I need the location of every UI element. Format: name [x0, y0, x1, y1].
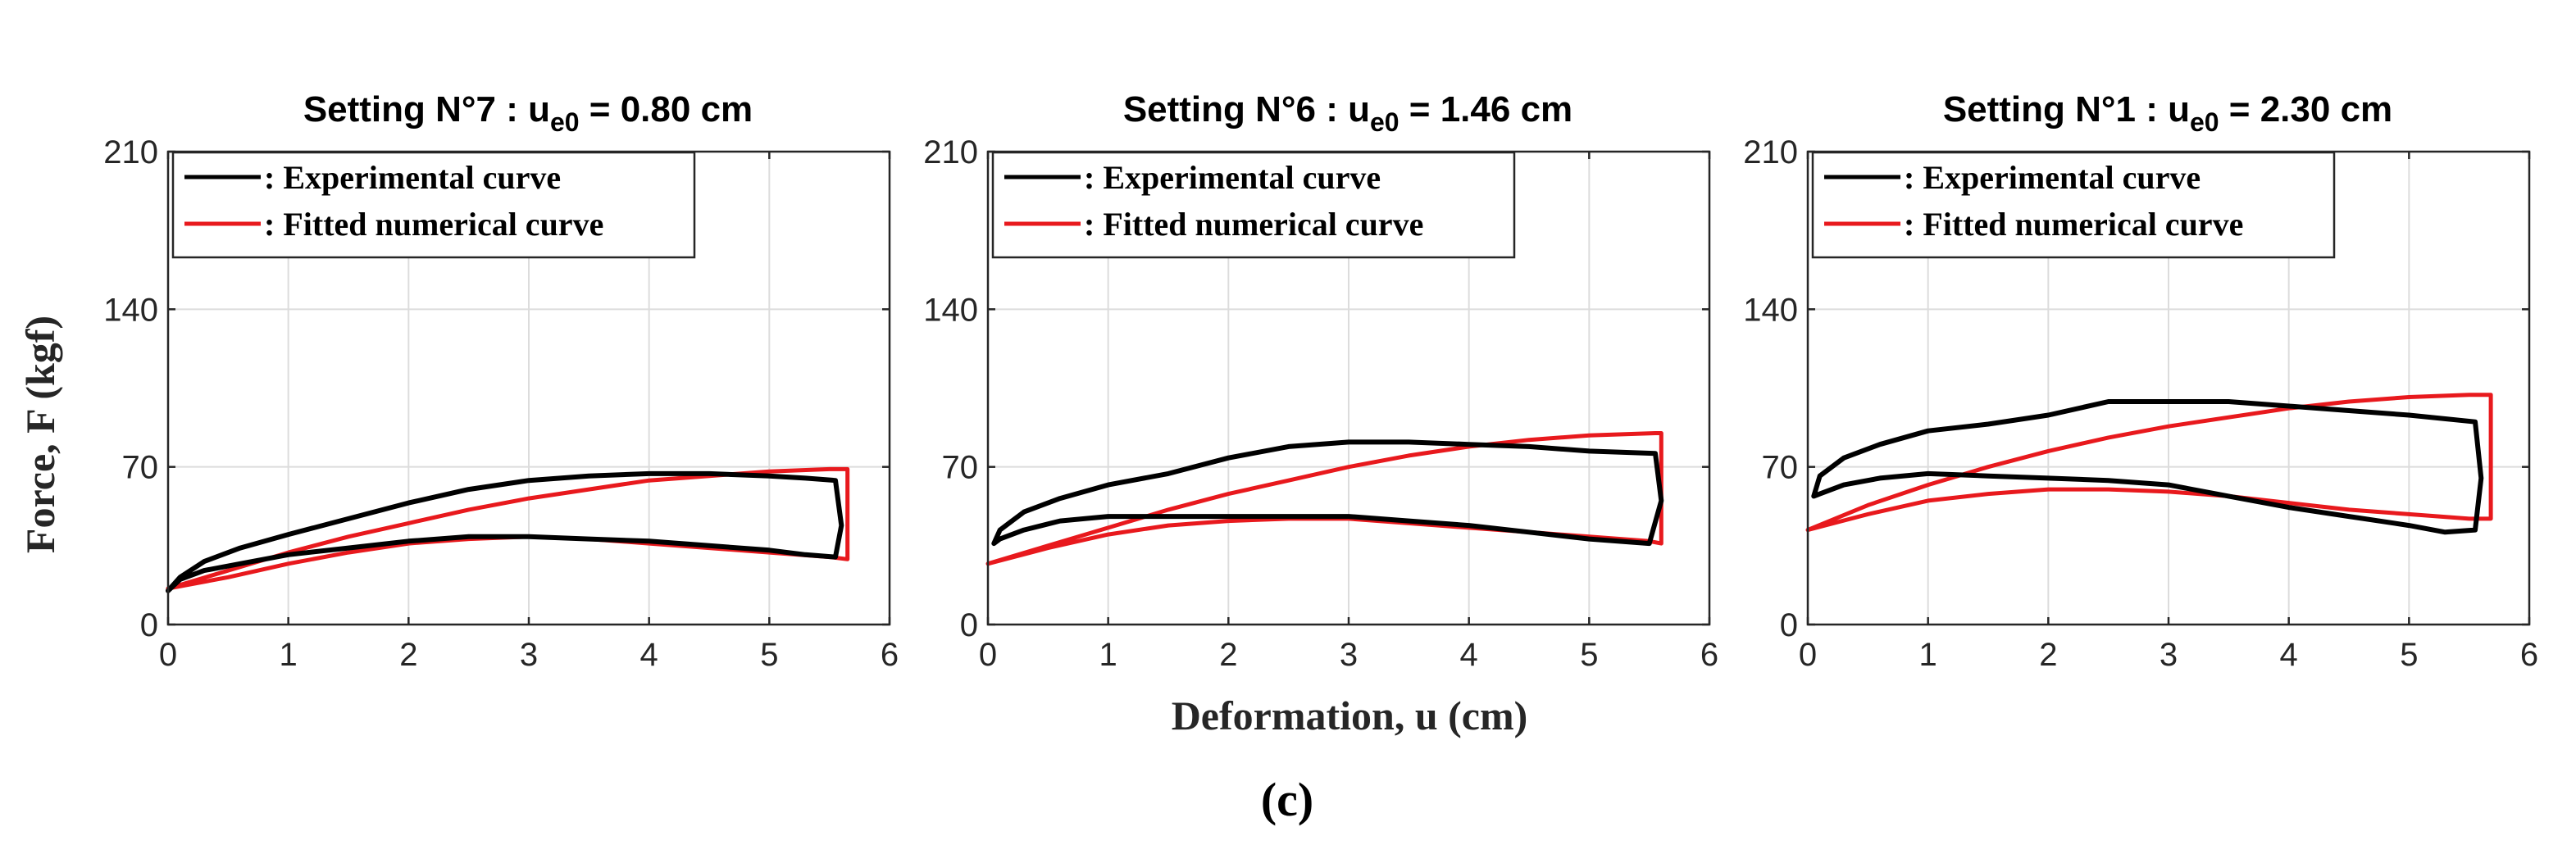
panel-3-title: Setting N°1 : ue0 = 2.30 cm	[1943, 89, 2392, 137]
experimental-curve	[166, 470, 844, 593]
experimental-curve	[1811, 399, 2484, 535]
x-tick-label: 5	[1580, 637, 1598, 673]
y-tick-label: 0	[140, 607, 158, 643]
legend-numerical-label: : Fitted numerical curve	[1904, 206, 2243, 243]
y-tick-label: 70	[942, 450, 979, 486]
legend-experimental-label: : Experimental curve	[264, 159, 561, 196]
y-tick-label: 210	[103, 134, 158, 170]
x-axis-label: Deformation, u (cm)	[1172, 693, 1528, 738]
y-tick-label: 210	[1743, 134, 1798, 170]
figure-caption: (c)	[1261, 773, 1313, 826]
x-tick-label: 1	[280, 637, 298, 673]
x-tick-label: 5	[760, 637, 778, 673]
x-tick-label: 3	[1340, 637, 1358, 673]
panel-2-plot	[985, 431, 1664, 566]
x-tick-label: 6	[881, 637, 899, 673]
numerical-curve	[166, 466, 850, 591]
legend-numerical-label: : Fitted numerical curve	[1084, 206, 1423, 243]
y-tick-label: 70	[1762, 450, 1799, 486]
x-tick-label: 2	[1219, 637, 1237, 673]
legend-box	[991, 151, 1516, 259]
panel-2-legend: : Experimental curve : Fitted numerical …	[991, 151, 1516, 259]
panel-2-axes: 0 1 2 3 4 5 6 0 70 140 210	[923, 134, 1718, 673]
y-tick-label: 140	[1743, 292, 1798, 328]
panel-2-title: Setting N°6 : ue0 = 1.46 cm	[1123, 89, 1572, 137]
x-tick-label: 1	[1099, 637, 1117, 673]
legend-box	[171, 151, 696, 259]
panel-1-axes: 0 1 2 3 4 5 6 0 70 140 210	[103, 134, 899, 673]
numerical-curve	[985, 431, 1663, 566]
x-tick-label: 4	[1460, 637, 1478, 673]
x-tick-label: 2	[2039, 637, 2057, 673]
x-tick-label: 2	[399, 637, 417, 673]
x-tick-label: 3	[520, 637, 538, 673]
x-tick-label: 3	[2160, 637, 2178, 673]
y-tick-label: 210	[923, 134, 978, 170]
x-tick-label: 4	[2280, 637, 2298, 673]
x-tick-label: 6	[2520, 637, 2538, 673]
x-tick-label: 6	[1700, 637, 1718, 673]
panel-3-axes: 0 1 2 3 4 5 6 0 70 140 210	[1743, 134, 2538, 673]
experimental-curve	[991, 439, 1664, 547]
y-tick-label: 70	[122, 450, 159, 486]
y-tick-label: 140	[103, 292, 158, 328]
x-tick-label: 0	[979, 637, 997, 673]
y-tick-label: 0	[1780, 607, 1798, 643]
legend-experimental-label: : Experimental curve	[1904, 159, 2201, 196]
panel-3: Setting N°1 : ue0 = 2.30 cm 0 1 2 3 4 5 6 0 70 14…	[1743, 89, 2538, 673]
panel-3-legend: : Experimental curve : Fitted numerical …	[1811, 151, 2336, 259]
panel-1: Setting N°7 : ue0 = 0.80 cm 0 1 2 3 4 5 6 0 70 14…	[103, 89, 899, 673]
panel-2: Setting N°6 : ue0 = 1.46 cm 0 1 2 3 4 5 6 0 70 14…	[923, 89, 1718, 673]
panel-1-title: Setting N°7 : ue0 = 0.80 cm	[303, 89, 753, 137]
x-tick-label: 0	[1799, 637, 1817, 673]
y-tick-label: 0	[960, 607, 978, 643]
legend-numerical-label: : Fitted numerical curve	[264, 206, 603, 243]
panel-1-legend: : Experimental curve : Fitted numerical …	[171, 151, 696, 259]
x-tick-label: 1	[1919, 637, 1937, 673]
panel-1-plot	[166, 466, 850, 593]
y-axis-label: Force, F (kgf)	[17, 316, 63, 553]
legend-experimental-label: : Experimental curve	[1084, 159, 1381, 196]
legend-box	[1811, 151, 2336, 259]
y-tick-label: 140	[923, 292, 978, 328]
x-tick-label: 5	[2400, 637, 2418, 673]
x-tick-label: 4	[640, 637, 658, 673]
x-tick-label: 0	[159, 637, 177, 673]
numerical-curve	[1805, 393, 2493, 533]
panel-3-plot	[1805, 393, 2493, 535]
